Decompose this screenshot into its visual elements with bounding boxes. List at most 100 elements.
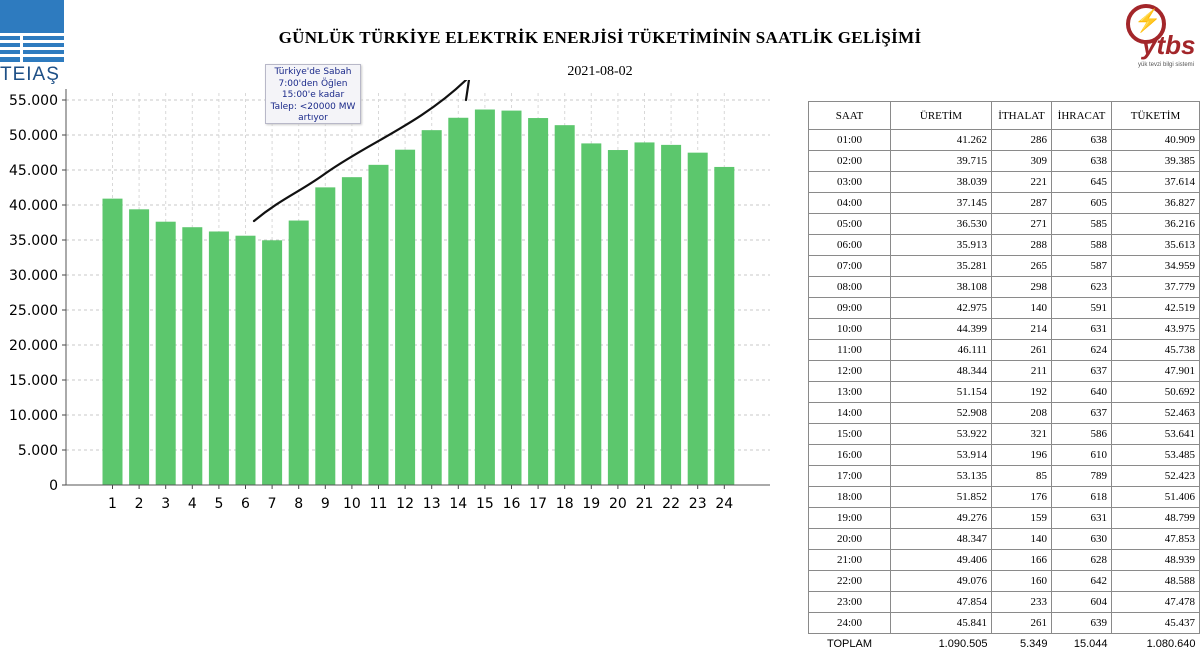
cell-uretim: 51.154: [890, 381, 992, 403]
cell-uretim: 53.914: [890, 444, 992, 466]
bar: [474, 109, 495, 485]
cell-ihracat: 638: [1051, 150, 1112, 172]
x-tick-label: 24: [715, 496, 733, 512]
cell-ihracat: 637: [1051, 360, 1112, 382]
cell-saat: 21:00: [808, 549, 891, 571]
cell-saat: 07:00: [808, 255, 891, 277]
cell-uretim: 52.908: [890, 402, 992, 424]
cell-saat: 02:00: [808, 150, 891, 172]
lightning-icon: ⚡: [1134, 8, 1162, 33]
cell-ithalat: 214: [991, 318, 1052, 340]
cell-ihracat: 587: [1051, 255, 1112, 277]
cell-ihracat: 624: [1051, 339, 1112, 361]
y-tick-label: 50.000: [9, 128, 58, 144]
cell-ithalat: 265: [991, 255, 1052, 277]
cell-saat: 05:00: [808, 213, 891, 235]
cell-ihracat: 585: [1051, 213, 1112, 235]
cell-ithalat: 140: [991, 297, 1052, 319]
cell-tuketim: 39.385: [1111, 150, 1200, 172]
table-row: 04:00 37.145 287 605 36.827: [808, 192, 1200, 214]
x-tick-label: 14: [449, 496, 467, 512]
x-tick-label: 12: [396, 496, 414, 512]
bar: [687, 152, 708, 485]
cell-tuketim: 53.485: [1111, 444, 1200, 466]
table-row: 05:00 36.530 271 585 36.216: [808, 213, 1200, 235]
cell-ihracat: 623: [1051, 276, 1112, 298]
table-row: 07:00 35.281 265 587 34.959: [808, 255, 1200, 277]
table-row: 11:00 46.111 261 624 45.738: [808, 339, 1200, 361]
cell-ihracat: 789: [1051, 465, 1112, 487]
cell-tuketim: 42.519: [1111, 297, 1200, 319]
cell-saat: 01:00: [808, 129, 891, 151]
cell-ithalat: 208: [991, 402, 1052, 424]
x-tick-label: 5: [214, 496, 223, 512]
cell-ithalat: 159: [991, 507, 1052, 529]
table-row: 12:00 48.344 211 637 47.901: [808, 360, 1200, 382]
table-row: 10:00 44.399 214 631 43.975: [808, 318, 1200, 340]
x-tick-label: 10: [343, 496, 361, 512]
x-tick-labels: 1 2 3 4 5 6 7 8 9 10 11 12 13 14 15 16 17 18 19 20 21 22 23 24: [108, 496, 733, 512]
x-tick-label: 15: [476, 496, 494, 512]
teias-logo-text: TEIAŞ: [0, 64, 60, 85]
cell-uretim: 47.854: [890, 591, 992, 613]
cell-tuketim: 52.463: [1111, 402, 1200, 424]
cell-saat: 16:00: [808, 444, 891, 466]
cell-uretim: 35.281: [890, 255, 992, 277]
cell-uretim: 45.841: [890, 612, 992, 634]
cell-ithalat: 298: [991, 276, 1052, 298]
cell-saat: 03:00: [808, 171, 891, 193]
cell-tuketim: 47.478: [1111, 591, 1200, 613]
cell-ihracat: 605: [1051, 192, 1112, 214]
y-tick-label: 45.000: [9, 163, 58, 179]
cell-ithalat: 286: [991, 129, 1052, 151]
cell-ihracat: 640: [1051, 381, 1112, 403]
x-tick-label: 23: [689, 496, 707, 512]
y-tick-labels: 0 5.000 10.000 15.000 20.000 25.000 30.000 35.0…: [9, 93, 58, 494]
cell-saat: 08:00: [808, 276, 891, 298]
table-row: 01:00 41.262 286 638 40.909: [808, 129, 1200, 151]
cell-saat: 24:00: [808, 612, 891, 634]
cell-tuketim: 36.827: [1111, 192, 1200, 214]
cell-ihracat: 630: [1051, 528, 1112, 550]
trend-arrow-line: [252, 80, 468, 223]
y-tick-label: 30.000: [9, 268, 58, 284]
cell-ihracat: 642: [1051, 570, 1112, 592]
bar: [395, 149, 416, 485]
cell-ihracat: 631: [1051, 507, 1112, 529]
bar: [129, 209, 150, 485]
cell-tuketim: 52.423: [1111, 465, 1200, 487]
table-row: 19:00 49.276 159 631 48.799: [808, 507, 1200, 529]
table-row: 15:00 53.922 321 586 53.641: [808, 423, 1200, 445]
total-uretim: 1.090.505: [938, 637, 988, 650]
header-ithalat: İTHALAT: [991, 101, 1052, 130]
annotation-line: artıyor: [298, 113, 328, 123]
cell-ihracat: 637: [1051, 402, 1112, 424]
cell-saat: 13:00: [808, 381, 891, 403]
bar: [554, 125, 575, 485]
cell-ithalat: 211: [991, 360, 1052, 382]
bar: [155, 221, 176, 485]
ytbs-logo-text: ytbs: [1142, 30, 1196, 60]
x-tick-label: 21: [636, 496, 654, 512]
x-tick-label: 4: [188, 496, 197, 512]
bar: [102, 198, 123, 485]
x-tick-label: 2: [135, 496, 144, 512]
cell-saat: 04:00: [808, 192, 891, 214]
cell-tuketim: 45.738: [1111, 339, 1200, 361]
y-tick-label: 25.000: [9, 303, 58, 319]
cell-tuketim: 36.216: [1111, 213, 1200, 235]
annotation-line: 15:00'e kadar: [281, 90, 345, 100]
cell-saat: 06:00: [808, 234, 891, 256]
annotation-line: Talep: <20000 MW: [270, 101, 356, 112]
cell-ihracat: 645: [1051, 171, 1112, 193]
cell-ithalat: 166: [991, 549, 1052, 571]
header-uretim: ÜRETİM: [890, 101, 992, 130]
x-tick-label: 3: [161, 496, 170, 512]
ytbs-logo: ⚡ ytbs yük tevzi bilgi sistemi: [1112, 0, 1200, 72]
bar: [607, 150, 628, 485]
cell-saat: 23:00: [808, 591, 891, 613]
x-tick-label: 1: [108, 496, 117, 512]
cell-saat: 18:00: [808, 486, 891, 508]
y-tick-label: 40.000: [9, 198, 58, 214]
table-row: 24:00 45.841 261 639 45.437: [808, 612, 1200, 634]
